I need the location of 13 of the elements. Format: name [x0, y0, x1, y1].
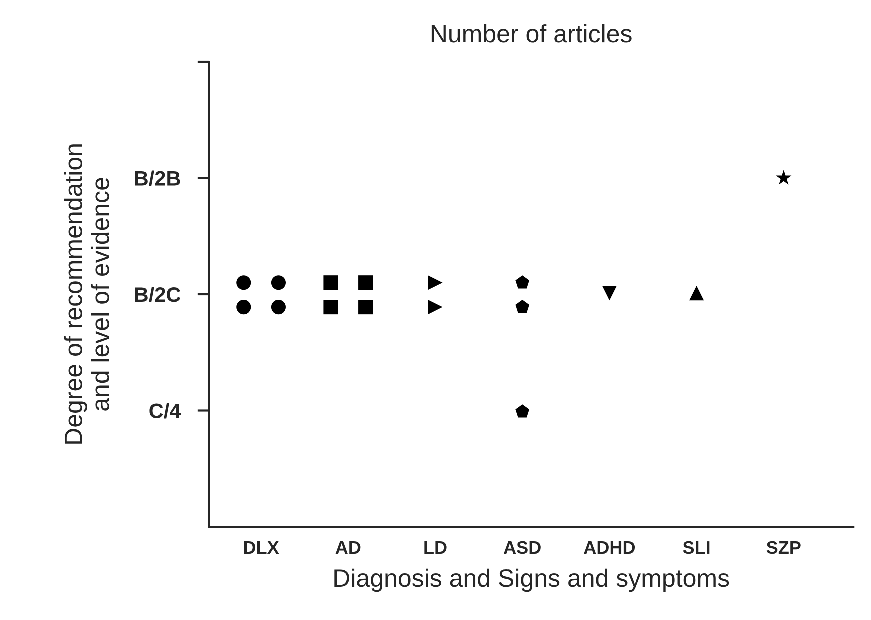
x-tick-label: LD: [424, 542, 447, 554]
category-label: C/4: [150, 403, 182, 419]
x-tick-label: ASD: [504, 541, 541, 554]
x-tick-label: ADHD: [584, 542, 636, 554]
x-tick-label: AD: [336, 542, 361, 554]
x-tick-label: SZP: [766, 541, 801, 554]
category-label: B/2C: [135, 286, 181, 302]
y-axis-title: Degree of recommendation and level of evidence: [64, 144, 110, 444]
x-axis-title: Diagnosis and Signs and symptoms: [334, 568, 730, 592]
category-label: B/2B: [135, 170, 180, 186]
x-tick-label: SLI: [683, 541, 710, 554]
x-tick-label: DLX: [244, 542, 280, 554]
chart-title: Number of articles: [432, 24, 632, 43]
